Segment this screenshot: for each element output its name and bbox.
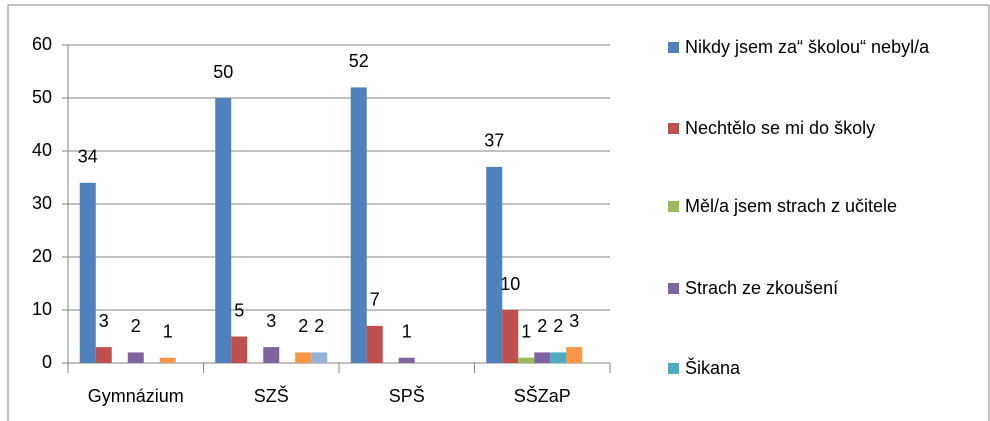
legend-label: Strach ze zkoušení	[685, 278, 839, 298]
legend-item: Měl/a jsem strach z učitele	[668, 193, 968, 220]
data-label: 10	[500, 274, 520, 294]
bar	[215, 98, 232, 363]
bar	[502, 310, 519, 363]
legend-swatch	[668, 123, 679, 134]
legend-swatch	[668, 42, 679, 53]
legend-label: Měl/a jsem strach z učitele	[685, 196, 898, 216]
data-label: 2	[537, 316, 547, 336]
data-label: 1	[402, 321, 412, 341]
data-label: 2	[314, 316, 324, 336]
bar	[159, 357, 176, 363]
bar	[95, 347, 112, 363]
data-label: 3	[99, 311, 109, 331]
x-tick-label: Gymnázium	[88, 386, 184, 406]
data-label: 5	[234, 300, 244, 320]
chart-border	[7, 4, 990, 421]
data-label: 34	[78, 147, 98, 167]
data-label: 2	[298, 316, 308, 336]
bar	[311, 352, 328, 363]
legend-label: Nechtělo se mi do školy	[685, 118, 876, 138]
legend-item: Nechtělo se mi do školy	[668, 115, 968, 142]
bar	[231, 336, 248, 363]
y-tick-label: 0	[42, 352, 52, 372]
bar	[366, 325, 383, 363]
legend-swatch	[668, 363, 679, 374]
bar	[295, 352, 312, 363]
y-tick-label: 30	[32, 193, 52, 213]
legend-label: Nikdy jsem za“ školou“ nebyl/a	[685, 37, 930, 57]
bar	[550, 352, 567, 363]
data-label: 2	[553, 316, 563, 336]
bar	[566, 347, 583, 363]
bar	[518, 357, 535, 363]
y-tick-label: 10	[32, 299, 52, 319]
bar	[263, 347, 280, 363]
x-tick-label: SŠZaP	[514, 385, 571, 406]
data-label: 7	[370, 290, 380, 310]
y-tick-label: 40	[32, 140, 52, 160]
legend-label: Šikana	[685, 358, 741, 378]
y-tick-label: 20	[32, 246, 52, 266]
data-label: 3	[569, 311, 579, 331]
data-label: 3	[266, 311, 276, 331]
bar	[486, 166, 503, 363]
x-tick-label: SZŠ	[254, 385, 289, 406]
data-label: 50	[213, 62, 233, 82]
data-label: 52	[349, 51, 369, 71]
legend-item: Strach ze zkoušení	[668, 275, 968, 302]
data-label: 2	[131, 316, 141, 336]
legend-swatch	[668, 283, 679, 294]
data-label: 1	[521, 321, 531, 341]
bar	[398, 357, 415, 363]
y-tick-label: 60	[32, 34, 52, 54]
bar	[534, 352, 551, 363]
legend-item: Nikdy jsem za“ školou“ nebyl/a	[668, 34, 968, 61]
y-tick-label: 50	[32, 87, 52, 107]
data-label: 1	[163, 321, 173, 341]
data-label: 37	[484, 131, 504, 151]
bar	[127, 352, 144, 363]
legend-item: Šikana	[668, 355, 968, 382]
legend-swatch	[668, 201, 679, 212]
bar	[350, 87, 367, 364]
x-tick-label: SPŠ	[389, 385, 425, 406]
bar	[79, 182, 96, 363]
